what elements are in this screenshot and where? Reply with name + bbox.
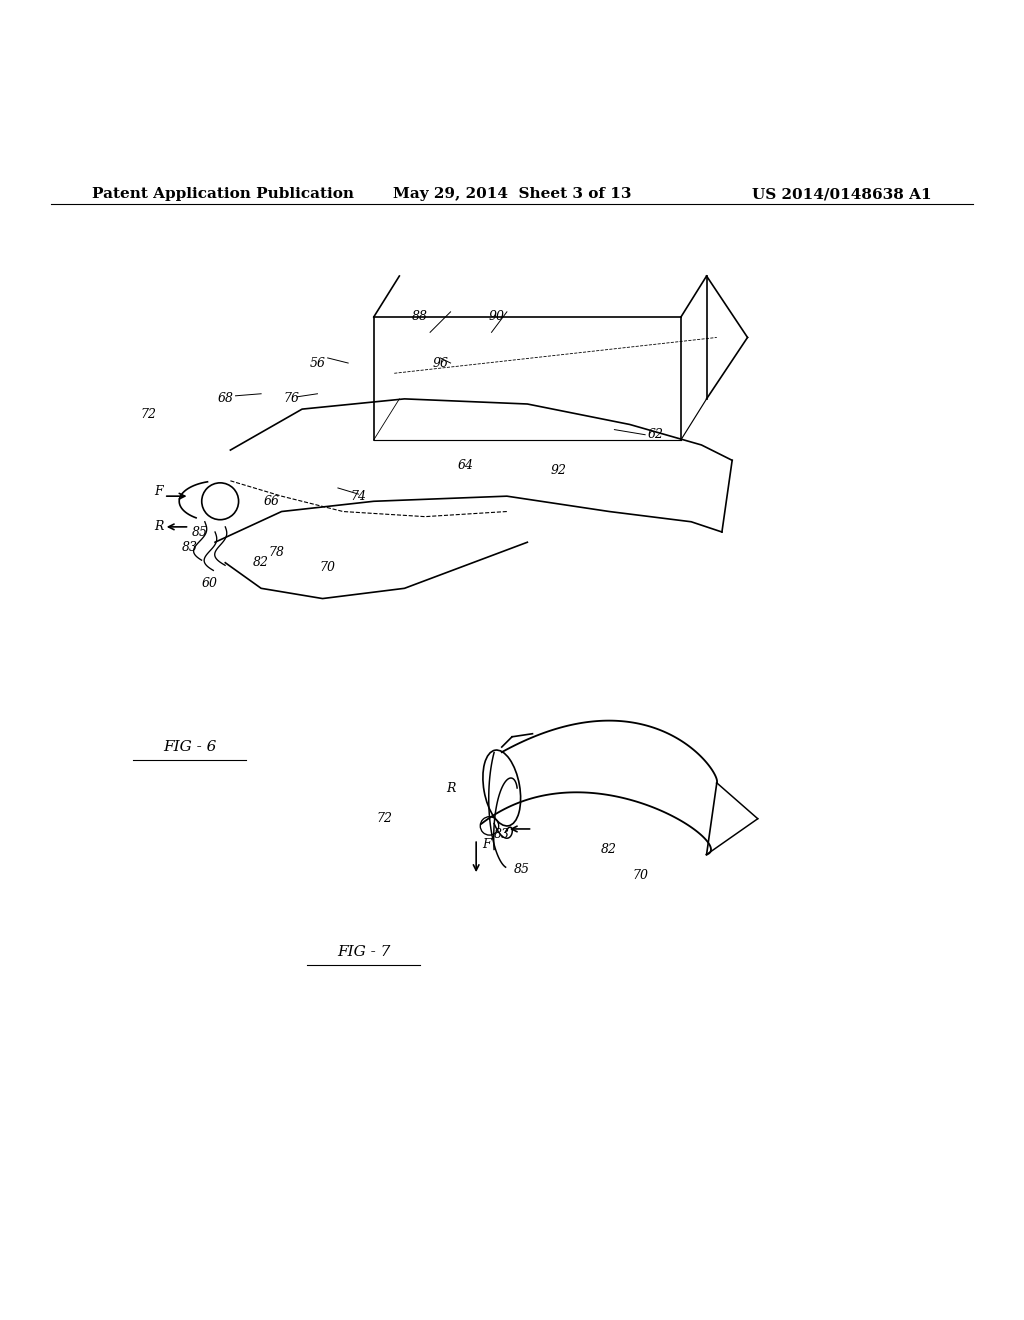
Text: 76: 76	[284, 392, 300, 405]
Text: 68: 68	[217, 392, 233, 405]
Text: 62: 62	[647, 428, 664, 441]
Text: 82: 82	[601, 843, 617, 855]
Text: 90: 90	[488, 310, 505, 323]
Text: 78: 78	[268, 546, 285, 558]
Text: 56: 56	[309, 356, 326, 370]
Text: 88: 88	[412, 310, 428, 323]
Text: 70: 70	[319, 561, 336, 574]
Text: 82: 82	[253, 556, 269, 569]
Text: R: R	[154, 520, 164, 533]
Text: 83: 83	[494, 828, 510, 841]
Text: FIG - 7: FIG - 7	[337, 945, 390, 958]
Text: 92: 92	[550, 465, 566, 477]
Text: F: F	[482, 838, 490, 851]
Text: 74: 74	[350, 490, 367, 503]
Text: 85: 85	[514, 863, 530, 876]
Text: 66: 66	[263, 495, 280, 508]
Text: R: R	[445, 781, 456, 795]
Text: 72: 72	[140, 408, 157, 421]
Text: F: F	[155, 484, 163, 498]
Text: US 2014/0148638 A1: US 2014/0148638 A1	[753, 187, 932, 201]
Text: 60: 60	[202, 577, 218, 590]
Text: 85: 85	[191, 525, 208, 539]
Text: FIG - 6: FIG - 6	[163, 741, 216, 754]
Text: Patent Application Publication: Patent Application Publication	[92, 187, 354, 201]
Text: 72: 72	[376, 812, 392, 825]
Text: May 29, 2014  Sheet 3 of 13: May 29, 2014 Sheet 3 of 13	[393, 187, 631, 201]
Text: 64: 64	[458, 459, 474, 473]
Text: 83: 83	[181, 541, 198, 554]
Text: 96: 96	[432, 356, 449, 370]
Text: 70: 70	[632, 869, 648, 882]
